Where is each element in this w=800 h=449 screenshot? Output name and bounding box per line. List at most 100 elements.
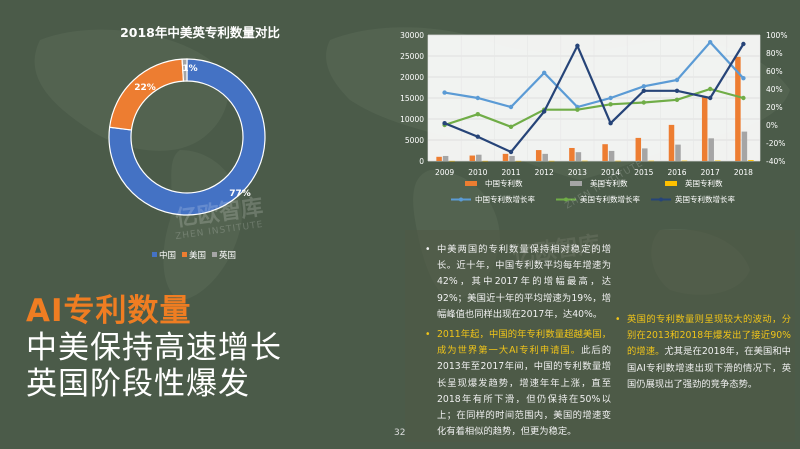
y-tick-label: 15000 — [400, 94, 424, 103]
paragraph-1-text: 中美两国的专利数量保持相对稳定的增长。近十年，中国专利数平均每年增速为42%，其… — [437, 244, 611, 320]
rate-point-1 — [674, 77, 680, 83]
y2-tick-label: 0% — [766, 121, 778, 130]
title-line-2: 中美保持高速增长 — [26, 330, 282, 366]
paragraph-3: • 英国的专利数量则呈现较大的波动，分别在2013和2018年爆发出了接近90%的… — [613, 312, 791, 393]
y-tick-label: 10000 — [400, 115, 424, 124]
legend-swatch — [465, 181, 477, 186]
bar-2 — [575, 152, 582, 161]
legend-label: 美国专利数增长率 — [580, 194, 640, 204]
text-panel: • 中美两国的专利数量保持相对稳定的增长。近十年，中国专利数平均每年增速为42%… — [405, 230, 795, 442]
rate-line-3 — [444, 43, 745, 154]
text-column-left: • 中美两国的专利数量保持相对稳定的增长。近十年，中国专利数平均每年增速为42%… — [423, 242, 611, 440]
rate-point-2 — [708, 86, 713, 92]
donut-slice-1 — [108, 58, 266, 216]
bar-2 — [675, 144, 681, 161]
text-column-right: • 英国的专利数量则呈现较大的波动，分别在2013和2018年爆发出了接近90%的… — [613, 242, 791, 393]
legend-label: 中国专利数增长率 — [475, 194, 535, 204]
x-tick-label: 2015 — [634, 168, 653, 177]
donut-chart-area: 2018年中美英专利数量对比 77% 22% 1% 中国 美国 英国 — [0, 0, 400, 270]
bar-2 — [509, 155, 515, 161]
paragraph-3-highlight: 英国的专利数量则呈现较大的波动，分别在2013和2018年爆发出了接近90%的增… — [627, 314, 791, 358]
donut-slice-3 — [181, 58, 188, 82]
y2-tick-label: 20% — [766, 103, 783, 112]
rate-point-2 — [641, 100, 646, 105]
y-tick-label: 25000 — [400, 52, 424, 61]
donut-value-label: 22% — [134, 83, 156, 93]
donut-chart: 77% 22% 1% 中国 美国 英国 — [108, 58, 266, 261]
rate-point-3 — [708, 95, 713, 101]
combo-chart-area: 0 5000 10000 15000 20000 25000 30000 -40% -20% 0%… — [395, 25, 800, 215]
rate-point-1 — [508, 104, 514, 110]
y2-tick-label: -20% — [766, 139, 785, 148]
bar-2 — [642, 148, 648, 161]
legend-swatch — [570, 181, 582, 186]
rate-point-2 — [475, 112, 480, 117]
donut-value-label: 77% — [229, 189, 251, 199]
bar-3 — [615, 160, 621, 162]
legend-swatch — [665, 181, 677, 186]
rate-point-2 — [608, 102, 613, 107]
bar-1 — [635, 137, 642, 161]
bar-2 — [741, 131, 748, 161]
bar-1 — [535, 150, 542, 161]
bar-1 — [436, 156, 442, 161]
title-line-3: 英国阶段性爆发 — [26, 366, 250, 402]
paragraph-2-highlight: 2011年起，中国的年专利数量超越美国，成为世界第一大AI专利申请国。 — [437, 329, 611, 357]
bullet-icon: • — [615, 314, 621, 325]
legend-swatch-marker — [459, 197, 463, 202]
y-tick-label: 20000 — [400, 73, 424, 82]
rate-point-3 — [575, 43, 580, 48]
bar-2 — [608, 150, 615, 161]
bullet-icon: • — [425, 329, 431, 341]
bar-3 — [648, 160, 655, 162]
legend-label: 英国专利数 — [685, 178, 723, 188]
rate-point-3 — [641, 88, 646, 93]
bar-3 — [515, 160, 522, 162]
bar-2 — [476, 154, 482, 161]
bar-1 — [735, 56, 741, 162]
y-tick-label: 0 — [419, 157, 424, 166]
rate-point-1 — [542, 70, 547, 75]
y2-tick-label: -40% — [766, 157, 785, 166]
combo-chart: 0 5000 10000 15000 20000 25000 30000 -40% -20% 0%… — [400, 31, 787, 204]
rate-point-2 — [741, 95, 746, 101]
legend-label: 英国 — [219, 250, 236, 261]
bar-3 — [714, 160, 721, 161]
y2-tick-label: 40% — [766, 85, 783, 94]
legend-swatch-marker — [659, 197, 663, 202]
rate-point-3 — [542, 109, 547, 114]
donut-value-label: 1% — [182, 64, 197, 74]
rate-point-1 — [708, 40, 713, 45]
rate-point-1 — [641, 84, 646, 89]
x-tick-label: 2009 — [435, 168, 454, 177]
bar-3 — [548, 160, 555, 162]
legend-swatch — [152, 252, 157, 257]
y-tick-label: 30000 — [400, 31, 424, 40]
paragraph-2: • 2011年起，中国的年专利数量超越美国，成为世界第一大AI专利申请国。此后的… — [423, 327, 611, 440]
x-tick-label: 2014 — [601, 168, 620, 177]
y-tick-label: 5000 — [405, 136, 424, 145]
y2-tick-label: 60% — [766, 67, 783, 76]
legend-label: 英国专利数增长率 — [675, 194, 735, 204]
bar-2 — [442, 155, 449, 161]
bar-1 — [602, 144, 608, 161]
bar-3 — [582, 160, 588, 162]
rate-point-3 — [442, 121, 447, 126]
rate-point-2 — [674, 97, 680, 103]
rate-point-2 — [508, 124, 514, 129]
rate-point-3 — [475, 134, 480, 139]
x-tick-label: 2010 — [468, 168, 487, 177]
x-tick-label: 2017 — [701, 168, 720, 177]
legend-label: 美国 — [189, 250, 206, 261]
donut-chart-title: 2018年中美英专利数量对比 — [120, 25, 280, 40]
rate-point-3 — [508, 149, 514, 155]
x-tick-label: 2018 — [734, 168, 753, 177]
rate-point-3 — [608, 121, 613, 126]
bar-1 — [668, 124, 675, 161]
x-tick-label: 2011 — [501, 168, 520, 177]
rate-point-1 — [442, 90, 447, 95]
rate-point-3 — [674, 88, 680, 93]
bar-3 — [748, 160, 754, 161]
donut-slice-2 — [108, 58, 185, 131]
y2-tick-label: 80% — [766, 49, 783, 58]
